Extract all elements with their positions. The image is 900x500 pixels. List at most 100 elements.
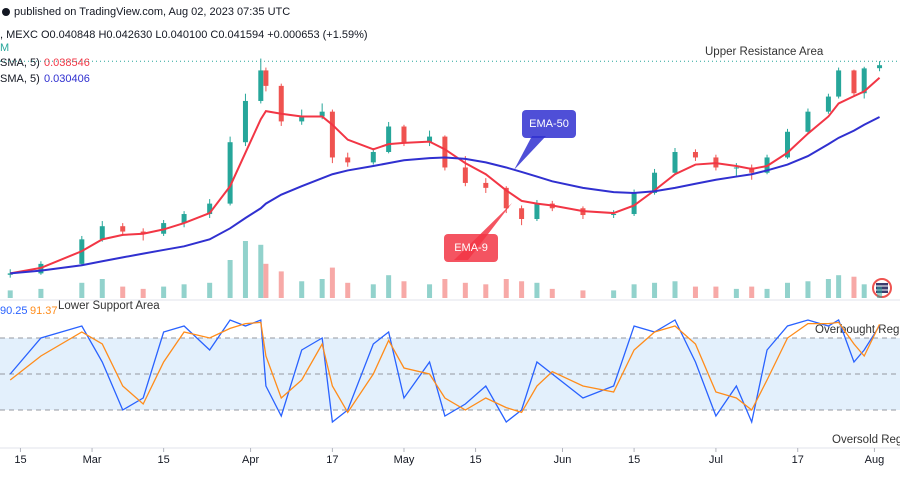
volume-bar xyxy=(652,282,658,298)
candle-body xyxy=(483,182,489,188)
candle-body xyxy=(345,157,351,163)
candle-body xyxy=(242,100,248,143)
volume-bar xyxy=(483,284,489,298)
candle-body xyxy=(319,111,325,117)
candle-body xyxy=(611,214,617,216)
candle-body xyxy=(329,111,335,158)
ma-label: SMA, 5) xyxy=(0,57,40,69)
candle-body xyxy=(877,65,883,69)
candle-body xyxy=(503,187,509,209)
ma-line xyxy=(10,77,881,275)
volume-bar xyxy=(79,282,85,298)
volume-bar xyxy=(242,241,248,298)
stoch-value: 91.37 xyxy=(30,305,58,317)
annotation: Lower Support Area xyxy=(58,300,160,312)
annotation: Oversold Reg xyxy=(832,434,900,446)
x-tick-label: 15 xyxy=(14,454,26,466)
volume-bar xyxy=(227,260,233,298)
candle-body xyxy=(462,167,468,183)
x-tick-label: 15 xyxy=(628,454,640,466)
candle-body xyxy=(733,167,739,169)
candle-body xyxy=(370,151,376,163)
volume-bar xyxy=(611,290,617,298)
x-tick-label: 17 xyxy=(792,454,804,466)
volume-bar xyxy=(278,271,284,298)
candle-body xyxy=(825,96,831,112)
candle-body xyxy=(7,273,13,275)
candle-body xyxy=(805,111,811,132)
callout-box xyxy=(522,110,576,138)
callout-box xyxy=(444,234,498,262)
ma-line xyxy=(10,116,880,275)
volume-bar xyxy=(258,244,264,298)
candle-body xyxy=(851,70,857,94)
stoch-line xyxy=(9,321,881,414)
volume-bar xyxy=(207,282,213,298)
stoch-line xyxy=(9,319,881,425)
volume-bar xyxy=(299,281,305,298)
volume-bar xyxy=(805,281,811,298)
volume-bar xyxy=(329,267,335,298)
candle-body xyxy=(181,214,187,224)
x-tick-label: Apr xyxy=(242,454,259,466)
volume-bar xyxy=(580,290,586,298)
candle-body xyxy=(120,226,126,232)
candle-body xyxy=(836,70,842,97)
candle-body xyxy=(652,172,658,193)
volume-bar xyxy=(370,284,376,298)
candle-body xyxy=(401,126,407,143)
volume-bar xyxy=(877,286,883,298)
volume-bar xyxy=(836,275,842,298)
volume-bar xyxy=(672,281,678,298)
callout-label: EMA-50 xyxy=(529,118,569,130)
ohlc-line: , MEXC O0.040848 H0.042630 L0.040100 C0.… xyxy=(0,29,368,41)
candle-body xyxy=(442,136,448,168)
volume-bar xyxy=(120,286,126,298)
volume-bar xyxy=(631,284,637,298)
published: published on TradingView.com, Aug 02, 20… xyxy=(14,6,290,18)
volume-bar xyxy=(861,284,867,298)
candle-body xyxy=(99,226,105,240)
candle-body xyxy=(207,203,213,215)
volume-bar xyxy=(692,286,698,298)
candle-body xyxy=(749,167,755,173)
volume-bar xyxy=(401,281,407,298)
annotation: Upper Resistance Area xyxy=(705,46,824,58)
volume-bar xyxy=(764,288,770,298)
callout-label: EMA-9 xyxy=(454,242,488,254)
legend-fragment: M xyxy=(0,42,9,54)
x-tick-label: Aug xyxy=(865,454,885,466)
volume-bar xyxy=(263,263,269,298)
candle-body xyxy=(519,208,525,219)
x-tick-label: 15 xyxy=(469,454,481,466)
candle-body xyxy=(227,142,233,204)
volume-bar xyxy=(427,284,433,298)
volume-bar xyxy=(442,279,448,298)
candle-body xyxy=(140,231,146,234)
volume-bar xyxy=(549,288,555,298)
ma-value: 0.038546 xyxy=(44,57,90,69)
callout-pointer xyxy=(514,136,546,170)
volume-bar xyxy=(181,284,187,298)
volume-bar xyxy=(462,282,468,298)
volume-bar xyxy=(503,279,509,298)
candle-body xyxy=(631,192,637,215)
volume-bar xyxy=(38,288,44,298)
candle-body xyxy=(534,203,540,219)
volume-bar xyxy=(345,282,351,298)
volume-bar xyxy=(99,279,105,298)
x-tick-label: Mar xyxy=(83,454,102,466)
candle-body xyxy=(258,70,264,101)
candle-body xyxy=(785,131,790,158)
x-tick-label: Jul xyxy=(709,454,723,466)
x-tick-label: Jun xyxy=(554,454,572,466)
candle-body xyxy=(861,68,867,94)
x-tick-label: May xyxy=(394,454,415,466)
ma-label: SMA, 5) xyxy=(0,73,40,85)
candle-body xyxy=(299,116,305,122)
volume-bar xyxy=(140,288,146,298)
candle-body xyxy=(386,126,392,152)
candle-body xyxy=(692,151,698,158)
volume-bar xyxy=(733,288,739,298)
